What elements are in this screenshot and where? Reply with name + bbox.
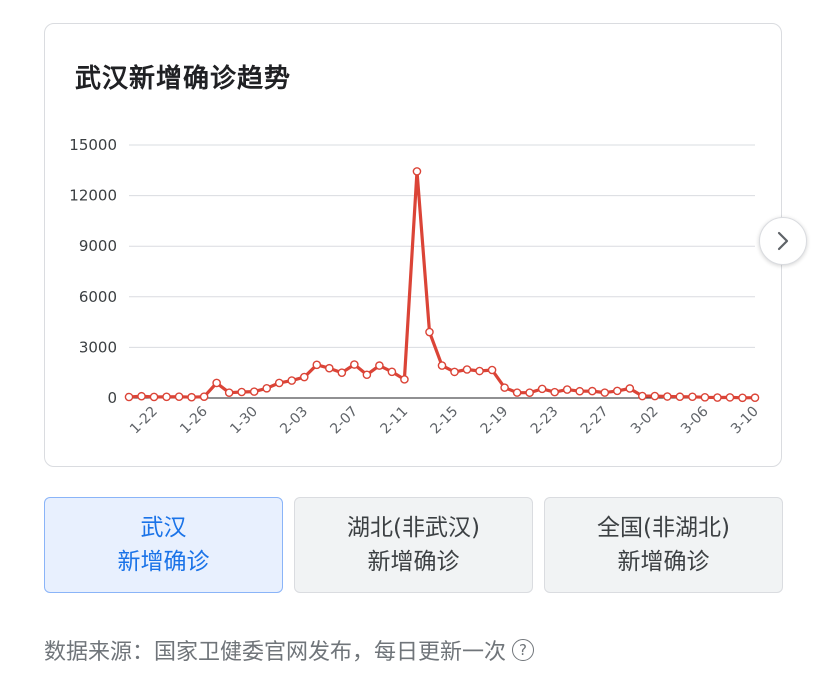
tab-label-line1: 全国(非湖北) xyxy=(597,515,730,541)
x-tick-label: 2-11 xyxy=(377,404,411,438)
data-point[interactable] xyxy=(299,372,309,382)
y-tick-label: 12000 xyxy=(69,187,117,205)
chevron-right-icon xyxy=(777,231,789,251)
tab-wuhan[interactable]: 武汉 新增确诊 xyxy=(44,497,283,593)
data-point[interactable] xyxy=(587,386,597,396)
y-tick-label: 3000 xyxy=(79,338,117,356)
y-tick-label: 15000 xyxy=(69,136,117,154)
next-chart-button[interactable] xyxy=(759,217,807,265)
data-point[interactable] xyxy=(149,392,159,402)
data-point[interactable] xyxy=(675,392,685,402)
data-point[interactable] xyxy=(425,327,434,337)
data-point[interactable] xyxy=(137,391,146,401)
data-point[interactable] xyxy=(688,392,697,402)
x-tick-label: 1-22 xyxy=(127,404,161,438)
tab-hubei-excluding-wuhan[interactable]: 湖北(非武汉) 新增确诊 xyxy=(294,497,533,593)
x-tick-label: 2-23 xyxy=(528,404,562,438)
data-point[interactable] xyxy=(700,393,710,402)
x-tick-label: 2-07 xyxy=(327,404,361,438)
data-point[interactable] xyxy=(612,386,622,396)
data-point[interactable] xyxy=(412,167,422,176)
question-circle-icon[interactable]: ? xyxy=(512,639,535,661)
line-chart[interactable]: 0 3000 6000 9000 12000 15000 1-22 1-26 1-30 2-03 2… xyxy=(45,24,781,466)
data-point[interactable] xyxy=(287,376,297,385)
data-point[interactable] xyxy=(337,368,347,377)
data-point[interactable] xyxy=(625,384,635,393)
data-point[interactable] xyxy=(387,367,397,377)
x-tick-label: 1-30 xyxy=(227,404,261,438)
data-point[interactable] xyxy=(650,391,660,401)
data-point[interactable] xyxy=(713,393,722,402)
tab-label-line2: 新增确诊 xyxy=(367,549,460,575)
data-point[interactable] xyxy=(350,360,359,369)
x-tick-label: 3-06 xyxy=(678,403,712,437)
data-point[interactable] xyxy=(512,388,522,397)
data-point[interactable] xyxy=(224,388,234,397)
data-point[interactable] xyxy=(638,391,647,401)
data-point[interactable] xyxy=(199,392,209,401)
tab-label-line1: 湖北(非武汉) xyxy=(347,515,480,541)
data-point[interactable] xyxy=(537,384,547,394)
x-tick-label: 2-03 xyxy=(277,404,311,438)
tab-label-line2: 新增确诊 xyxy=(617,549,710,575)
data-point[interactable] xyxy=(663,392,672,401)
data-point[interactable] xyxy=(312,360,322,370)
data-point[interactable] xyxy=(212,378,221,388)
data-point[interactable] xyxy=(550,387,559,397)
tab-national-excluding-hubei[interactable]: 全国(非湖北) 新增确诊 xyxy=(544,497,783,593)
region-tabs: 武汉 新增确诊 湖北(非武汉) 新增确诊 全国(非湖北) 新增确诊 xyxy=(44,497,784,593)
data-point[interactable] xyxy=(750,393,760,403)
y-tick-label: 9000 xyxy=(79,237,117,255)
data-point[interactable] xyxy=(738,393,747,403)
data-point[interactable] xyxy=(437,361,447,370)
data-point[interactable] xyxy=(187,392,196,402)
data-point[interactable] xyxy=(162,392,171,402)
chart-card: 武汉新增确诊趋势 0 3000 6000 9000 12000 15000 1-22 1-26… xyxy=(44,23,782,467)
data-point[interactable] xyxy=(400,375,409,384)
tab-label-line1: 武汉 xyxy=(140,515,187,541)
data-point[interactable] xyxy=(450,367,459,377)
data-point[interactable] xyxy=(124,392,134,402)
data-point[interactable] xyxy=(475,366,484,376)
data-point[interactable] xyxy=(274,378,284,388)
data-point[interactable] xyxy=(362,370,372,380)
x-tick-label: 1-26 xyxy=(177,403,211,437)
data-point[interactable] xyxy=(462,365,472,374)
data-point[interactable] xyxy=(725,393,735,402)
x-tick-label: 3-10 xyxy=(728,404,762,438)
data-source-note: 数据来源：国家卫健委官网发布，每日更新一次 ? xyxy=(44,634,535,666)
x-tick-label: 3-02 xyxy=(628,404,662,438)
data-point[interactable] xyxy=(237,387,246,397)
data-point[interactable] xyxy=(487,365,497,375)
data-point[interactable] xyxy=(174,392,184,402)
data-point[interactable] xyxy=(325,363,334,373)
data-point[interactable] xyxy=(600,388,610,397)
y-tick-label: 0 xyxy=(107,389,117,407)
data-point[interactable] xyxy=(562,385,572,394)
data-point[interactable] xyxy=(525,388,534,398)
data-point[interactable] xyxy=(500,383,509,392)
x-tick-label: 2-27 xyxy=(578,404,612,438)
chart-title: 武汉新增确诊趋势 xyxy=(75,64,292,94)
data-point[interactable] xyxy=(262,383,272,393)
data-point[interactable] xyxy=(375,361,384,370)
data-point[interactable] xyxy=(249,387,259,396)
x-tick-label: 2-15 xyxy=(428,404,462,438)
y-tick-label: 6000 xyxy=(79,288,117,306)
data-source-text: 数据来源：国家卫健委官网发布，每日更新一次 xyxy=(44,640,507,665)
tab-label-line2: 新增确诊 xyxy=(117,549,210,575)
x-tick-label: 2-19 xyxy=(478,404,512,438)
data-point[interactable] xyxy=(575,386,585,396)
